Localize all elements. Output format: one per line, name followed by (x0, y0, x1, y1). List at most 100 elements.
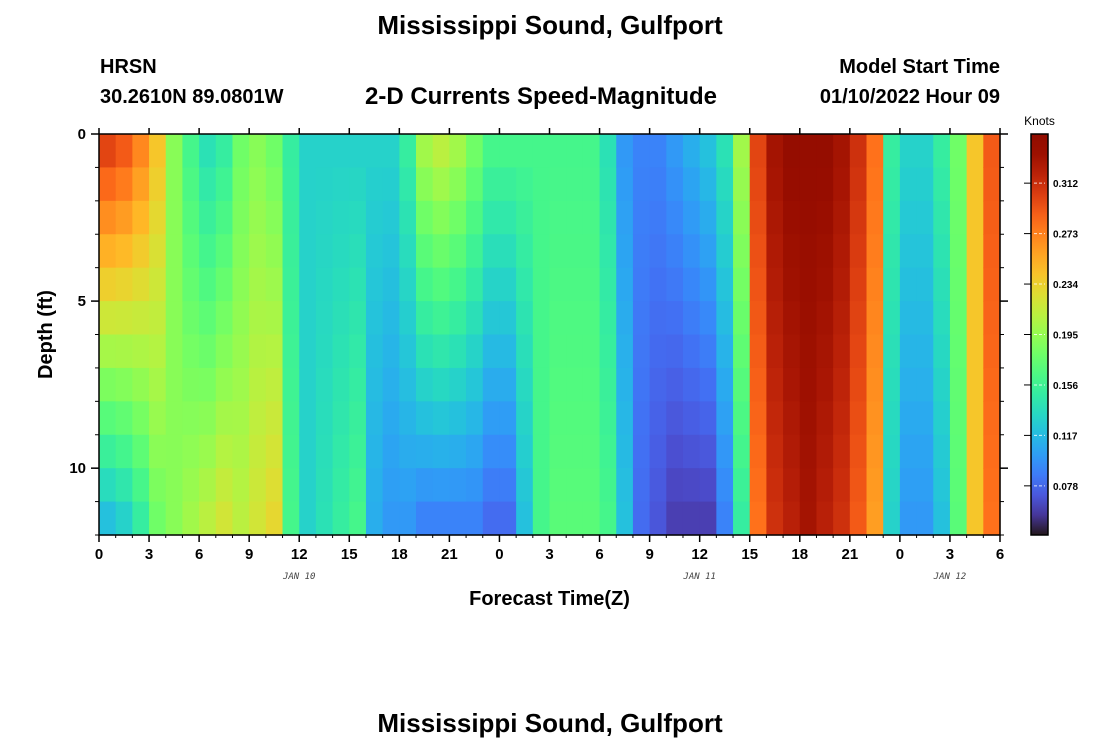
heatmap-cell (99, 367, 117, 402)
heatmap-cell (315, 401, 334, 436)
heatmap-cell (666, 334, 684, 369)
x-tick-label: 3 (946, 546, 954, 563)
heatmap-cell (849, 468, 868, 503)
heatmap-cell (449, 501, 467, 536)
heatmap-cell (466, 167, 484, 202)
heatmap-cell (99, 167, 117, 202)
heatmap-cell (332, 134, 350, 169)
heatmap-cell (499, 401, 517, 436)
x-tick-label: 6 (996, 546, 1004, 563)
heatmap-cell (165, 367, 184, 402)
heatmap-cell (499, 134, 517, 169)
heatmap-cell (682, 401, 701, 436)
heatmap-cell (466, 501, 484, 536)
heatmap-cell (232, 434, 250, 469)
heatmap-cell (983, 401, 1001, 436)
heatmap-cell (416, 200, 434, 235)
heatmap-cell (449, 267, 467, 302)
heatmap-cell (349, 267, 367, 302)
heatmap-cell (666, 434, 684, 469)
heatmap-cell (482, 200, 501, 235)
heatmap-cell (282, 434, 300, 469)
heatmap-cell (382, 401, 400, 436)
heatmap-cell (883, 267, 901, 302)
heatmap-cell (699, 234, 717, 269)
heatmap-cell (182, 401, 200, 436)
heatmap-cell (766, 167, 784, 202)
heatmap-cell (315, 134, 334, 169)
heatmap-cell (149, 434, 167, 469)
heatmap-cell (883, 468, 901, 503)
heatmap-cell (199, 234, 217, 269)
heatmap-cell (449, 234, 467, 269)
heatmap-cell (582, 401, 601, 436)
heatmap-cell (816, 468, 834, 503)
heatmap-cell (299, 501, 317, 536)
heatmap-cell (249, 401, 267, 436)
heatmap-cell (149, 401, 167, 436)
heatmap-cell (549, 334, 567, 369)
heatmap-cell (983, 434, 1001, 469)
heatmap-cell (632, 334, 651, 369)
heatmap-cell (265, 200, 284, 235)
heatmap-cell (783, 401, 801, 436)
heatmap-cell (132, 401, 150, 436)
heatmap-cell (482, 134, 501, 169)
heatmap-cell (883, 367, 901, 402)
heatmap-cell (933, 468, 951, 503)
heatmap-cell (799, 200, 818, 235)
heatmap-cell (215, 234, 234, 269)
heatmap-cell (749, 200, 768, 235)
heatmap-cell (416, 167, 434, 202)
colorbar-tick-label: 0.195 (1053, 331, 1078, 342)
heatmap-cell (215, 134, 234, 169)
heatmap-cell (349, 468, 367, 503)
colorbar-tick-label: 0.273 (1053, 230, 1078, 241)
heatmap-cell (649, 401, 667, 436)
heatmap-cell (899, 167, 918, 202)
x-tick-label: 21 (841, 546, 858, 563)
heatmap-cell (332, 401, 350, 436)
heatmap-cell (566, 234, 584, 269)
station-coordinates: 30.2610N 89.0801W (100, 86, 284, 108)
heatmap-cell (949, 301, 968, 336)
heatmap-cell (482, 234, 501, 269)
heatmap-cell (349, 334, 367, 369)
heatmap-cell (682, 334, 701, 369)
heatmap-cell (582, 234, 601, 269)
heatmap-cell (132, 200, 150, 235)
heatmap-cell (516, 434, 534, 469)
heatmap-cell (883, 134, 901, 169)
heatmap-cell (149, 134, 167, 169)
heatmap-cell (199, 301, 217, 336)
heatmap-cell (649, 200, 667, 235)
heatmap-cell (733, 401, 751, 436)
heatmap-cell (149, 234, 167, 269)
heatmap-cell (249, 434, 267, 469)
date-label: JAN 12 (933, 572, 967, 582)
heatmap-cell (649, 367, 667, 402)
heatmap-cell (949, 401, 968, 436)
heatmap-cell (282, 468, 300, 503)
heatmap-cell (649, 434, 667, 469)
heatmap-cell (499, 367, 517, 402)
heatmap-cell (482, 468, 501, 503)
heatmap-cell (716, 267, 734, 302)
heatmap-cell (899, 200, 918, 235)
x-axis: 0 3 6 9 12 15 18 21 0 3 6 9 12 15 18 21 0 3 6 JAN 10 JAN 11 J… (95, 128, 1004, 582)
heatmap-cell (916, 200, 934, 235)
heatmap-cell (649, 468, 667, 503)
heatmap-cell (816, 334, 834, 369)
heatmap-cell (666, 200, 684, 235)
heatmap-cell (933, 134, 951, 169)
heatmap-cell (699, 468, 717, 503)
heatmap-cell (766, 134, 784, 169)
heatmap-cell (816, 401, 834, 436)
heatmap-cell (265, 301, 284, 336)
heatmap-cell (199, 367, 217, 402)
heatmap-cell (883, 301, 901, 336)
heatmap-cell (432, 334, 450, 369)
heatmap-cell (866, 367, 884, 402)
heatmap-cell (382, 334, 400, 369)
heatmap-cell (132, 134, 150, 169)
